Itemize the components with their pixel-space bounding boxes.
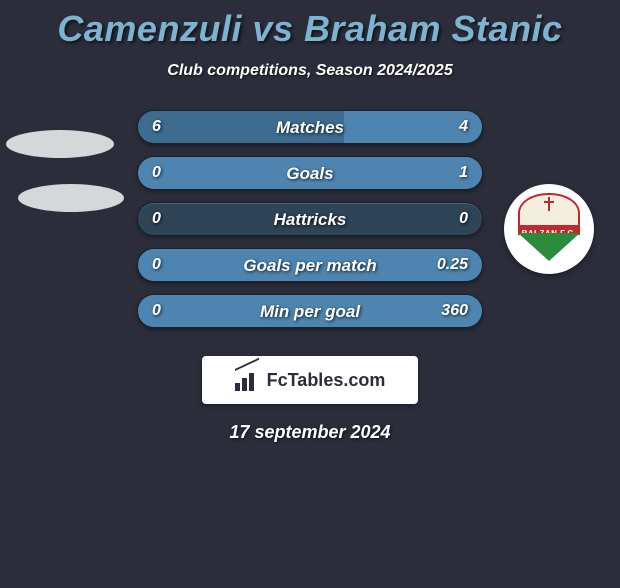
stat-value-right: 360: [441, 302, 468, 320]
stat-bar-right-fill: [138, 249, 482, 281]
stat-value-right: 0.25: [437, 256, 468, 274]
brand-box: FcTables.com: [202, 356, 418, 404]
club-badge: BALZAN F.C.: [504, 184, 594, 274]
date-text: 17 september 2024: [0, 422, 620, 443]
brand-label: FcTables.com: [267, 370, 386, 391]
player-placeholder-ellipse: [6, 130, 114, 158]
stat-bar: 0360Min per goal: [137, 294, 483, 328]
stat-bar-right-fill: [138, 295, 482, 327]
stat-value-left: 6: [152, 118, 161, 136]
subtitle: Club competitions, Season 2024/2025: [0, 62, 620, 80]
stat-value-left: 0: [152, 210, 161, 228]
stat-bar: 64Matches: [137, 110, 483, 144]
player-placeholder-ellipse: [18, 184, 124, 212]
stat-bar: 0 0Hattricks: [137, 202, 483, 236]
stat-bar: 00.25Goals per match: [137, 248, 483, 282]
stat-value-right: 4: [459, 118, 468, 136]
stat-row: 0360Min per goal: [0, 294, 620, 340]
stat-bar: 01Goals: [137, 156, 483, 190]
stat-value-right: 1: [459, 164, 468, 182]
stat-bar-right-fill: [138, 157, 482, 189]
stat-value-left: 0: [152, 256, 161, 274]
stat-value-left: 0: [152, 302, 161, 320]
stat-label: Hattricks: [138, 210, 482, 230]
stat-value-right: 0: [459, 210, 468, 228]
brand-bars-icon: [235, 369, 261, 391]
club-crest-icon: BALZAN F.C.: [518, 193, 580, 265]
stat-bar-left-fill: [138, 111, 344, 143]
stat-value-left: 0: [152, 164, 161, 182]
page-title: Camenzuli vs Braham Stanic: [0, 8, 620, 50]
